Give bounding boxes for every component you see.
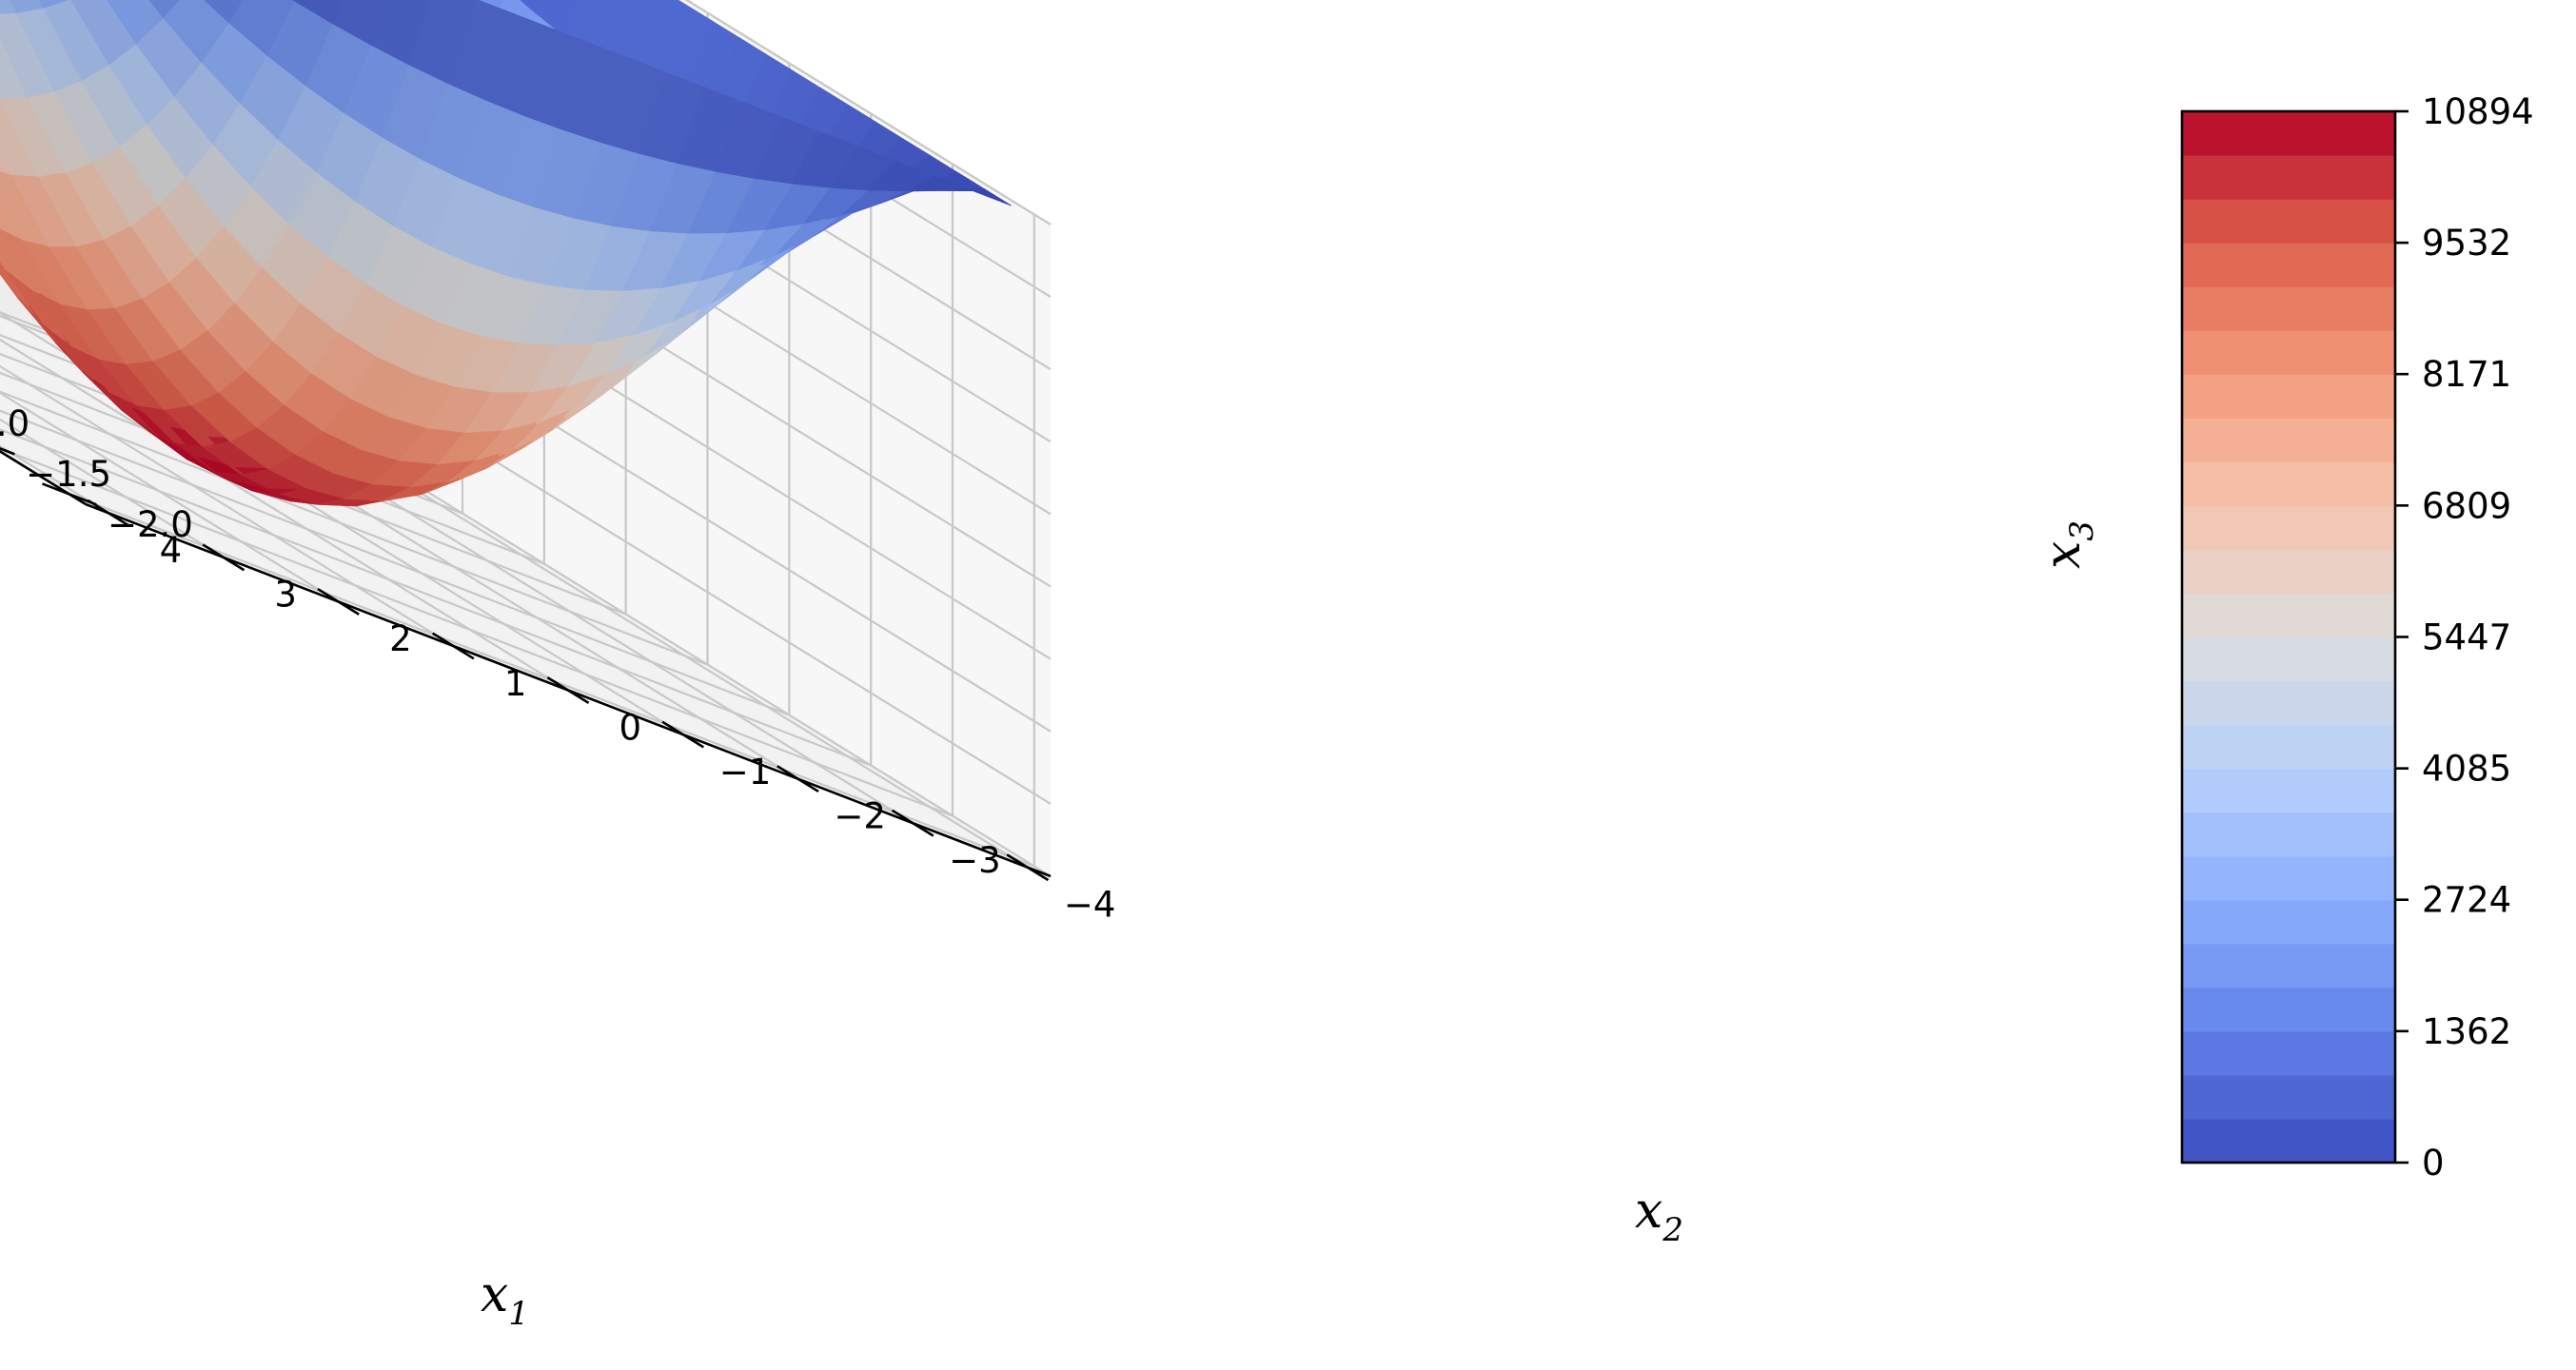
x2-tick-label: −1.5 xyxy=(26,454,111,495)
x1-tick-label: −3 xyxy=(949,840,1001,881)
colorbar-level xyxy=(2182,812,2395,857)
colorbar-tick-label: 9532 xyxy=(2422,223,2511,264)
colorbar-level xyxy=(2182,286,2395,331)
colorbar: 0 1362 2724 4085 5447 6809 8171 9532 10894 xyxy=(2180,91,2534,1184)
colorbar-tick-label: 8171 xyxy=(2422,354,2511,395)
colorbar-level xyxy=(2182,111,2395,156)
x2-tick-mark xyxy=(41,482,97,506)
pane-edge xyxy=(684,0,1052,225)
x1-tick-label: 1 xyxy=(504,663,527,704)
grid-line-x2-floor xyxy=(0,447,954,817)
x1-tick-mark xyxy=(431,632,475,660)
x1-tick-mark xyxy=(1006,853,1050,882)
colorbar-tick-label: 1362 xyxy=(2422,1011,2511,1052)
colorbar-level xyxy=(2182,680,2395,726)
colorbar-tick-label: 2724 xyxy=(2422,880,2511,921)
colorbar-tick-label: 10894 xyxy=(2422,91,2534,132)
colorbar-level xyxy=(2182,636,2395,682)
x1-axis: −4 −3 −2 −1 0 1 2 3 4 xyxy=(85,499,1116,926)
colorbar-level xyxy=(2182,374,2395,419)
colorbar-level xyxy=(2182,855,2395,901)
grid-line-x1-floor xyxy=(0,418,225,558)
colorbar-level xyxy=(2182,724,2395,770)
colorbar-tick-label: 6809 xyxy=(2422,485,2511,526)
colorbar-level xyxy=(2182,505,2395,551)
x2-axis-label: x2 xyxy=(1635,1183,1683,1249)
colorbar-tick-label: 4085 xyxy=(2422,749,2511,790)
x1-tick-label: 4 xyxy=(160,530,183,571)
x1-tick-label: 2 xyxy=(389,618,412,659)
colorbar-level xyxy=(2182,943,2395,988)
colorbar-tick-label: 5447 xyxy=(2422,617,2511,658)
x1-axis-label: x1 xyxy=(481,1266,529,1333)
surface-patch xyxy=(945,187,1012,206)
colorbar-level xyxy=(2182,199,2395,244)
grid-line-x3-left xyxy=(364,452,1052,877)
x1-tick-mark xyxy=(546,676,590,704)
grid-line-x2-floor xyxy=(0,352,545,565)
x2-tick-label: −2.0 xyxy=(108,504,193,545)
colorbar-level xyxy=(2182,987,2395,1032)
surface-patch xyxy=(0,0,18,15)
colorbar-level xyxy=(2182,155,2395,200)
x1-tick-mark xyxy=(661,720,705,749)
colorbar-level xyxy=(2182,1118,2395,1164)
colorbar-level xyxy=(2182,1030,2395,1076)
x1-tick-label: −4 xyxy=(1064,885,1116,926)
surface-patch xyxy=(520,0,545,15)
colorbar-tick-label: 0 xyxy=(2422,1143,2445,1184)
x2-tick-label: −1.0 xyxy=(0,403,29,444)
x2-tick-mark xyxy=(0,447,15,456)
x1-tick-label: 0 xyxy=(619,707,642,748)
colorbar-level xyxy=(2182,549,2395,595)
x1-tick-label: −1 xyxy=(719,752,772,793)
colorbar-level xyxy=(2182,1074,2395,1120)
grid-line-x1-floor xyxy=(0,391,340,603)
colorbar-level xyxy=(2182,330,2395,375)
x1-tick-mark xyxy=(777,765,819,793)
x1-tick-label: −2 xyxy=(834,795,886,836)
colorbar-level xyxy=(2182,899,2395,945)
x2-axis: −2.0−1.5−1.0−0.50.00.51.01.52.0 xyxy=(0,403,193,545)
colorbar-level xyxy=(2182,461,2395,506)
x1-tick-mark xyxy=(202,543,246,572)
colorbar-level xyxy=(2182,768,2395,813)
colorbar-level xyxy=(2182,243,2395,287)
x3-axis-label: x3 xyxy=(2035,520,2101,569)
grid-line-x2-floor xyxy=(0,371,627,616)
x1-tick-mark xyxy=(891,809,934,837)
x1-tick-label: 3 xyxy=(274,575,297,616)
grid-line-x2-floor xyxy=(0,409,790,716)
surface-mesh xyxy=(0,0,1012,507)
grid-line-x2-floor xyxy=(0,428,872,767)
colorbar-level xyxy=(2182,418,2395,462)
x1-tick-mark xyxy=(317,587,360,616)
colorbar-level xyxy=(2182,593,2395,638)
